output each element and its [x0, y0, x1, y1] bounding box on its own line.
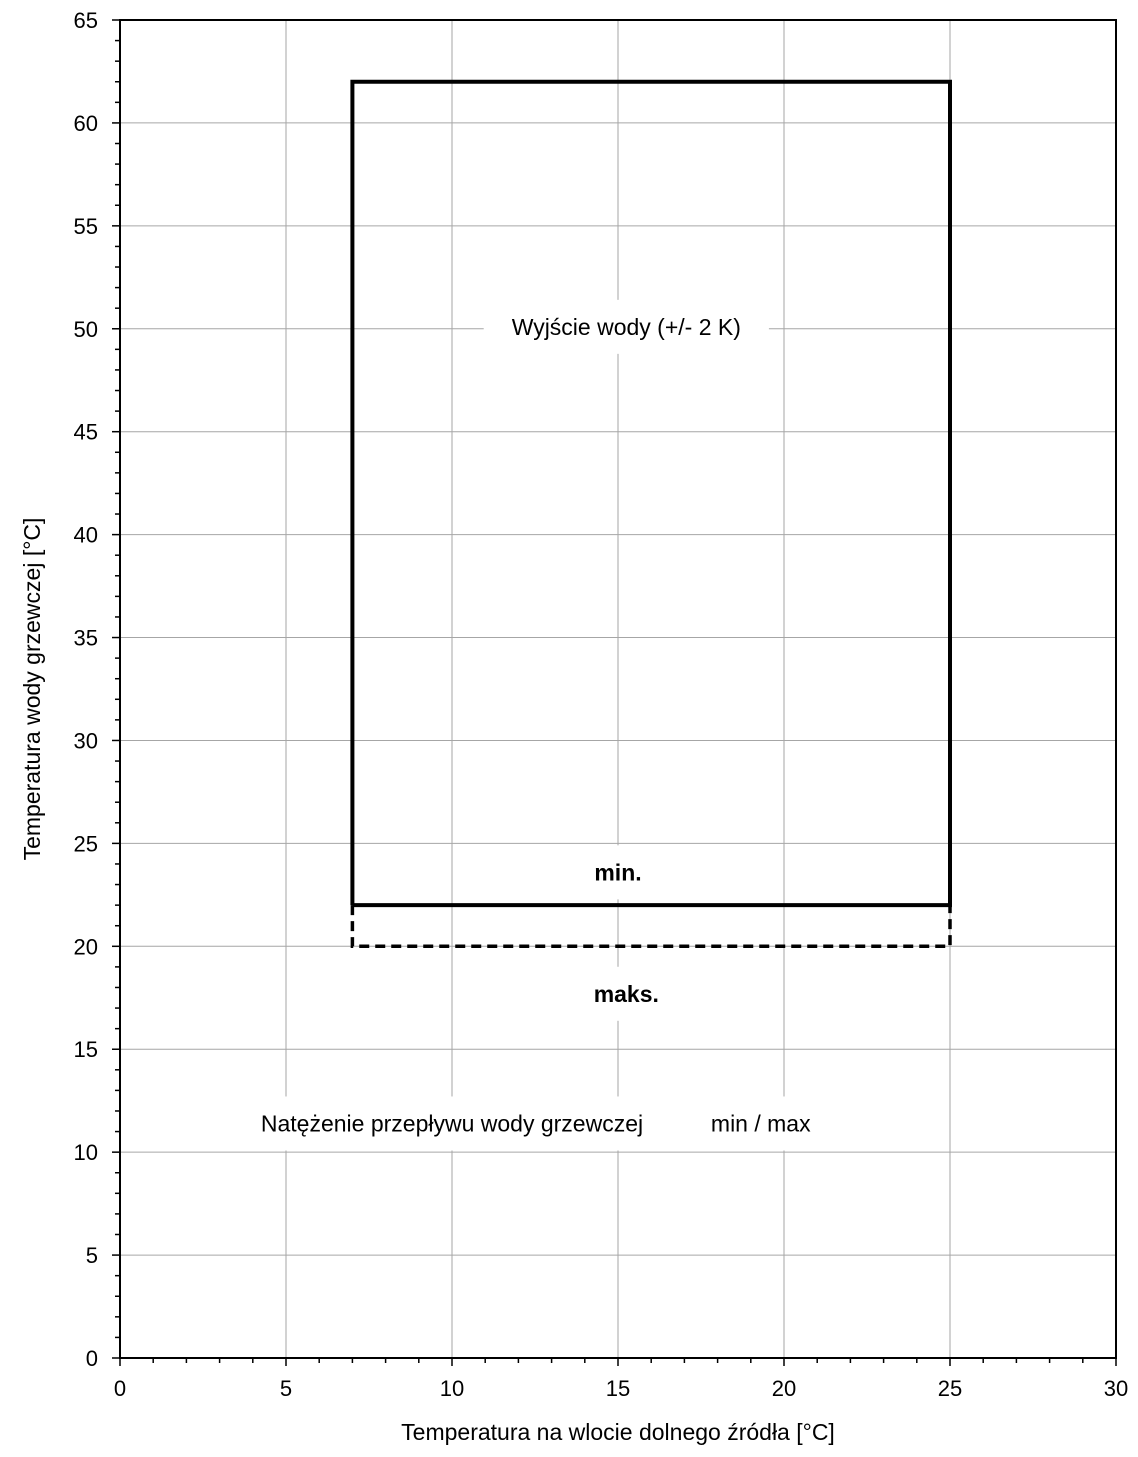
series-solid-line [350, 79, 952, 908]
x-tick-label-20: 20 [772, 1376, 796, 1401]
annotation-text: maks. [594, 981, 659, 1007]
annotation-1: min. [566, 845, 670, 900]
annotation-2: maks. [565, 966, 687, 1021]
y-axis-title: Temperatura wody grzewczej [°C] [19, 518, 45, 861]
annotation-bg [565, 966, 687, 1021]
series-dashed-line [350, 905, 952, 949]
x-tick-label-10: 10 [440, 1376, 464, 1401]
y-tick-label-40: 40 [74, 523, 98, 548]
y-tick-label-45: 45 [74, 420, 98, 445]
y-tick-label-30: 30 [74, 728, 98, 753]
annotation-bg [682, 1096, 840, 1151]
x-axis-title: Temperatura na wlocie dolnego źródła [°C… [401, 1419, 835, 1445]
annotation-bg [232, 1096, 672, 1151]
annotation-bg [566, 845, 670, 900]
annotation-text: Natężenie przepływu wody grzewczej [261, 1110, 643, 1136]
annotation-0: Wyjście wody (+/- 2 K) [483, 299, 769, 354]
y-tick-label-5: 5 [86, 1243, 98, 1268]
grid-layer [120, 20, 1116, 1358]
x-tick-label-0: 0 [114, 1376, 126, 1401]
x-tick-label-30: 30 [1104, 1376, 1128, 1401]
tick-label-layer: 0 5 10 15 20 25 30 0 5 10 15 20 25 30 35 40 45 50 55 60 65 [74, 8, 1129, 1401]
annotation-text: min / max [711, 1110, 811, 1136]
x-tick-label-25: 25 [938, 1376, 962, 1401]
y-tick-label-20: 20 [74, 934, 98, 959]
annotation-text: Wyjście wody (+/- 2 K) [512, 314, 741, 340]
annotation-3: Natężenie przepływu wody grzewczej [232, 1096, 672, 1151]
y-tick-label-35: 35 [74, 626, 98, 651]
annotation-bg [483, 299, 769, 354]
y-tick-label-50: 50 [74, 317, 98, 342]
y-tick-label-10: 10 [74, 1140, 98, 1165]
y-tick-label-60: 60 [74, 111, 98, 136]
annotation-text: min. [594, 859, 641, 885]
plot-frame [119, 19, 1117, 1359]
y-tick-label-65: 65 [74, 8, 98, 33]
annotation-layer: Wyjście wody (+/- 2 K) min. maks. Natężenie… [232, 299, 840, 1151]
y-tick-label-25: 25 [74, 831, 98, 856]
series-layer [350, 79, 952, 949]
y-tick-label-0: 0 [86, 1346, 98, 1371]
x-tick-label-5: 5 [280, 1376, 292, 1401]
y-tick-label-55: 55 [74, 214, 98, 239]
y-tick-label-15: 15 [74, 1037, 98, 1062]
annotation-4: min / max [682, 1096, 840, 1151]
tick-layer [112, 19, 1117, 1366]
x-tick-label-15: 15 [606, 1376, 630, 1401]
